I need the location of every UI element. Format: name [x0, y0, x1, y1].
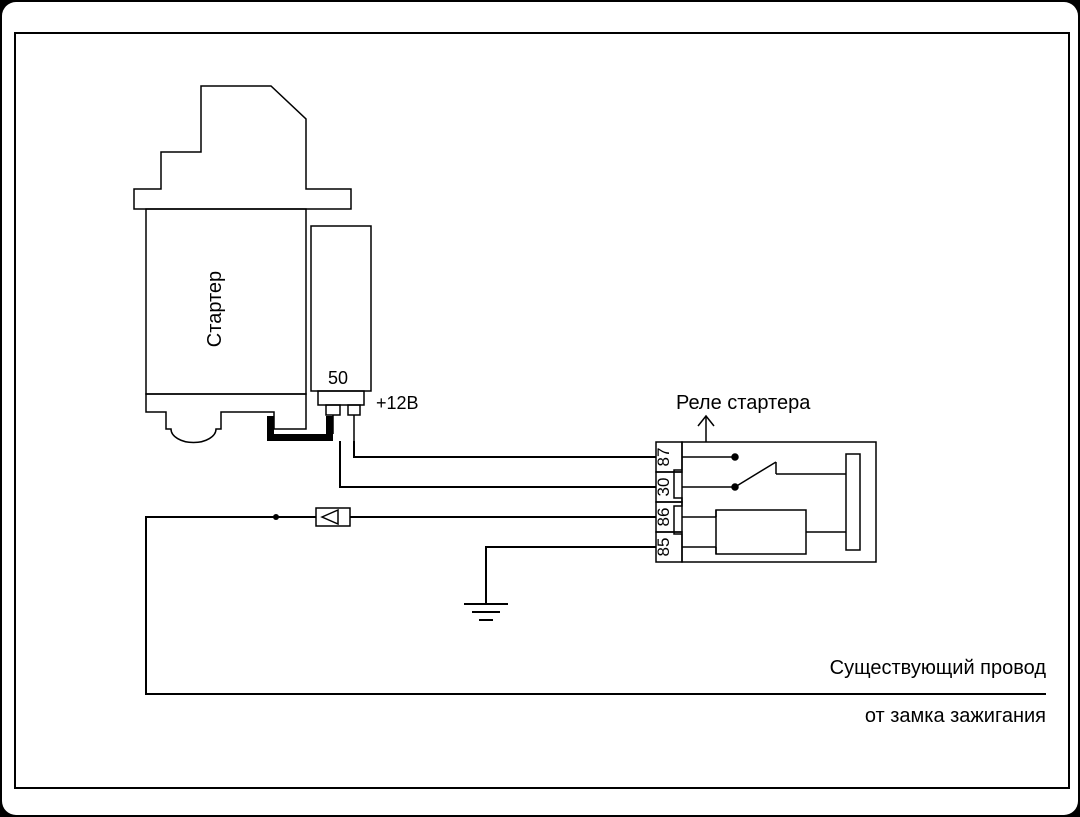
relay-body — [656, 442, 876, 562]
pin-87: 87 — [654, 448, 673, 467]
note-line1: Существующий провод — [830, 657, 1047, 679]
inline-arrow — [316, 508, 350, 526]
pin-86: 86 — [654, 508, 673, 527]
terminal-50-label: 50 — [328, 368, 348, 388]
note-line2: от замка зажигания — [865, 705, 1046, 727]
ground-symbol — [464, 604, 508, 620]
starter-label: Стартер — [204, 271, 226, 347]
diagram-panel: Стартер 50 +12B Реле стартера — [14, 32, 1070, 789]
wiring-svg: Стартер 50 +12B Реле стартера — [16, 34, 1068, 787]
relay-top-arrow — [698, 416, 714, 442]
starter-outline — [134, 86, 351, 443]
solenoid-outline — [311, 226, 371, 441]
relay-internals — [682, 454, 860, 554]
outer-frame: Стартер 50 +12B Реле стартера — [2, 2, 1078, 815]
voltage-label: +12B — [376, 393, 419, 413]
relay-title: Реле стартера — [676, 392, 811, 414]
pin-30: 30 — [654, 478, 673, 497]
pin-85: 85 — [654, 538, 673, 557]
